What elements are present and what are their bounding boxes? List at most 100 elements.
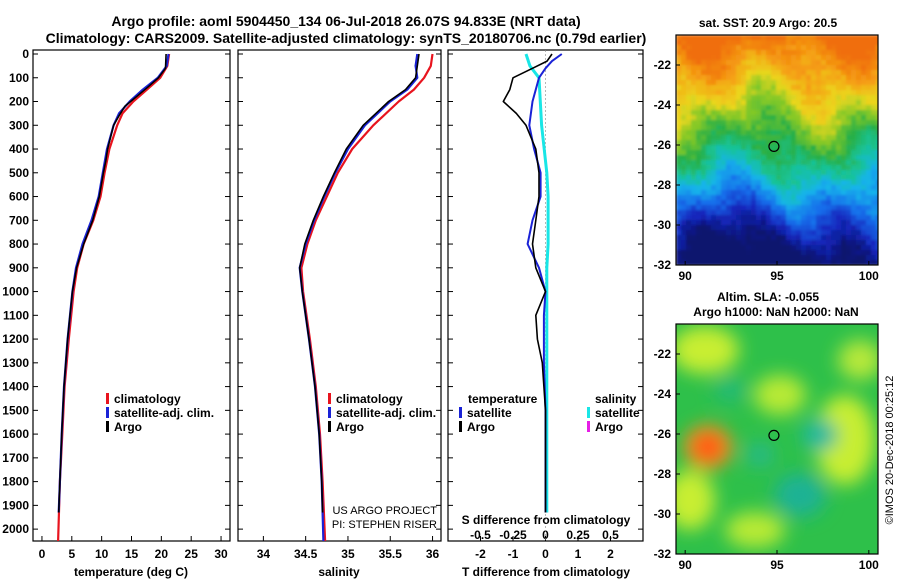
sst-cell <box>876 40 878 46</box>
sst-cell <box>691 135 697 141</box>
sst-cell <box>761 140 767 146</box>
sst-cell <box>841 55 847 61</box>
sst-cell <box>696 235 702 241</box>
sst-cell <box>686 180 692 186</box>
sst-cell <box>816 235 822 241</box>
sst-cell <box>701 220 707 226</box>
sst-cell <box>831 205 837 211</box>
sst-cell <box>736 195 742 201</box>
sst-cell <box>751 170 757 176</box>
sst-cell <box>851 195 857 201</box>
depth-tick-label: 0 <box>22 47 29 61</box>
sst-cell <box>676 100 682 106</box>
sst-cell <box>876 240 878 246</box>
x-tick-label: -2 <box>475 547 486 561</box>
sst-cell <box>866 165 872 171</box>
sst-cell <box>861 200 867 206</box>
sst-cell <box>721 110 727 116</box>
sst-cell <box>836 80 842 86</box>
sst-cell <box>841 125 847 131</box>
sst-cell <box>736 200 742 206</box>
sst-cell <box>716 35 722 41</box>
sst-cell <box>831 170 837 176</box>
sst-cell <box>776 115 782 121</box>
sst-cell <box>871 210 877 216</box>
sst-cell <box>686 255 692 261</box>
sst-cell <box>686 70 692 76</box>
sst-cell <box>736 205 742 211</box>
sst-cell <box>711 125 717 131</box>
sst-cell <box>871 235 877 241</box>
sst-cell <box>836 35 842 41</box>
sst-cell <box>806 200 812 206</box>
sst-cell <box>761 240 767 246</box>
sst-cell <box>701 225 707 231</box>
sst-cell <box>746 190 752 196</box>
sst-cell <box>791 220 797 226</box>
sst-cell <box>866 205 872 211</box>
sst-cell <box>806 180 812 186</box>
sst-cell <box>861 215 867 221</box>
sst-cell <box>676 35 682 41</box>
sst-cell <box>691 110 697 116</box>
sst-cell <box>796 55 802 61</box>
sst-cell <box>806 130 812 136</box>
sst-cell <box>856 145 862 151</box>
sst-cell <box>876 55 878 61</box>
sst-cell <box>701 135 707 141</box>
sst-cell <box>771 45 777 51</box>
sst-cell <box>681 50 687 56</box>
sst-cell <box>801 215 807 221</box>
sst-cell <box>751 175 757 181</box>
sst-cell <box>721 125 727 131</box>
sst-cell <box>776 195 782 201</box>
sst-cell <box>776 60 782 66</box>
sst-cell <box>756 170 762 176</box>
sst-cell <box>796 145 802 151</box>
sst-cell <box>821 135 827 141</box>
sst-cell <box>831 220 837 226</box>
sst-cell <box>716 150 722 156</box>
sst-cell <box>801 135 807 141</box>
sst-cell <box>721 235 727 241</box>
sst-cell <box>736 50 742 56</box>
sst-cell <box>791 45 797 51</box>
sst-cell <box>776 40 782 46</box>
sst-cell <box>816 100 822 106</box>
sst-cell <box>866 110 872 116</box>
sst-cell <box>681 95 687 101</box>
sst-cell <box>836 120 842 126</box>
sst-cell <box>781 175 787 181</box>
sst-cell <box>756 250 762 256</box>
sst-cell <box>691 45 697 51</box>
sst-cell <box>841 140 847 146</box>
sst-cell <box>811 155 817 161</box>
sst-cell <box>841 35 847 41</box>
sst-cell <box>841 85 847 91</box>
sst-cell <box>776 35 782 41</box>
sst-cell <box>751 150 757 156</box>
sst-cell <box>741 85 747 91</box>
sst-cell <box>846 130 852 136</box>
sst-cell <box>806 105 812 111</box>
sst-cell <box>741 175 747 181</box>
sst-cell <box>751 60 757 66</box>
sst-cell <box>871 195 877 201</box>
sst-cell <box>841 130 847 136</box>
sst-cell <box>781 130 787 136</box>
sst-cell <box>676 185 682 191</box>
sst-cell <box>811 90 817 96</box>
sst-cell <box>861 90 867 96</box>
sst-cell <box>796 50 802 56</box>
sst-cell <box>816 70 822 76</box>
sst-cell <box>766 85 772 91</box>
sst-cell <box>726 125 732 131</box>
sst-cell <box>836 55 842 61</box>
sst-cell <box>711 40 717 46</box>
sst-cell <box>711 200 717 206</box>
sst-cell <box>766 235 772 241</box>
sst-cell <box>846 120 852 126</box>
sst-cell <box>736 60 742 66</box>
sst-cell <box>836 130 842 136</box>
sst-cell <box>861 70 867 76</box>
